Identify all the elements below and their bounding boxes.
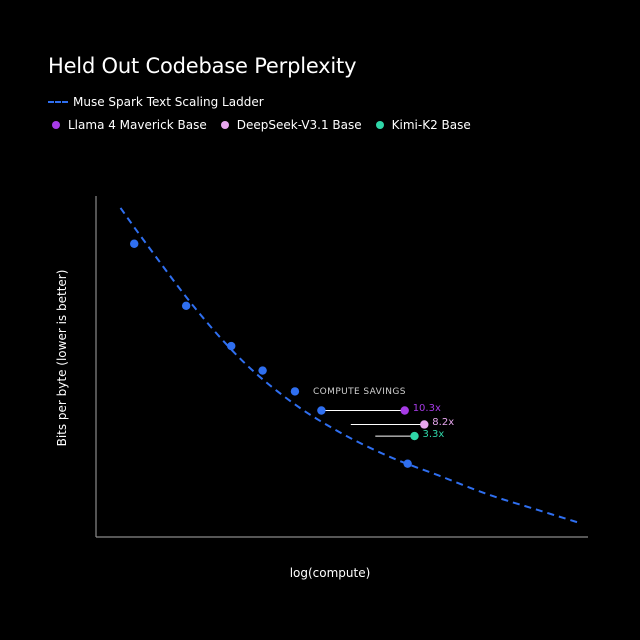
ladder-point-2	[227, 341, 236, 351]
model-point-2	[410, 431, 419, 441]
compute-savings-label: COMPUTE SAVINGS	[313, 387, 406, 397]
ladder-point-5	[317, 406, 326, 415]
ladder-point-3	[258, 366, 267, 375]
savings-value-deepseek: 8.2x	[432, 417, 455, 429]
ladder-point-1	[181, 301, 191, 311]
legend-item-kimi: Kimi-K2 Base	[375, 118, 471, 132]
legend-item-deepseek: DeepSeek-V3.1 Base	[220, 118, 362, 132]
legend-label-kimi: Kimi-K2 Base	[391, 118, 471, 132]
ladder-point-6	[403, 459, 412, 468]
ladder-points-layer	[130, 239, 412, 468]
legend-dot-llama	[52, 121, 60, 129]
savings-value-llama: 10.3x	[412, 403, 441, 415]
legend-label-deepseek: DeepSeek-V3.1 Base	[236, 118, 362, 132]
scaling-curve-layer	[119, 207, 582, 525]
savings-lines-layer	[321, 409, 425, 437]
ladder-point-0	[130, 239, 139, 248]
scaling-ladder-curve	[119, 207, 582, 525]
legend-models: Llama 4 Maverick Base DeepSeek-V3.1 Base…	[52, 118, 485, 132]
legend-scaling-ladder: Muse Spark Text Scaling Ladder	[48, 95, 264, 109]
model-point-0	[400, 406, 409, 415]
chart-title: Held Out Codebase Perplexity	[48, 54, 357, 78]
legend-dot-deepseek	[220, 121, 229, 129]
legend-dot-kimi	[375, 121, 384, 129]
legend-label-llama: Llama 4 Maverick Base	[68, 118, 207, 132]
savings-value-kimi: 3.3x	[422, 429, 445, 441]
dashed-line-swatch	[48, 101, 68, 103]
model-point-1	[420, 420, 429, 429]
model-points-layer	[400, 406, 429, 441]
x-axis-label: log(compute)	[289, 566, 371, 580]
legend-item-llama: Llama 4 Maverick Base	[52, 118, 207, 132]
y-axis-label: Bits per byte (lower is better)	[55, 269, 69, 447]
legend-scaling-ladder-label: Muse Spark Text Scaling Ladder	[73, 95, 264, 109]
ladder-point-4	[290, 387, 300, 396]
